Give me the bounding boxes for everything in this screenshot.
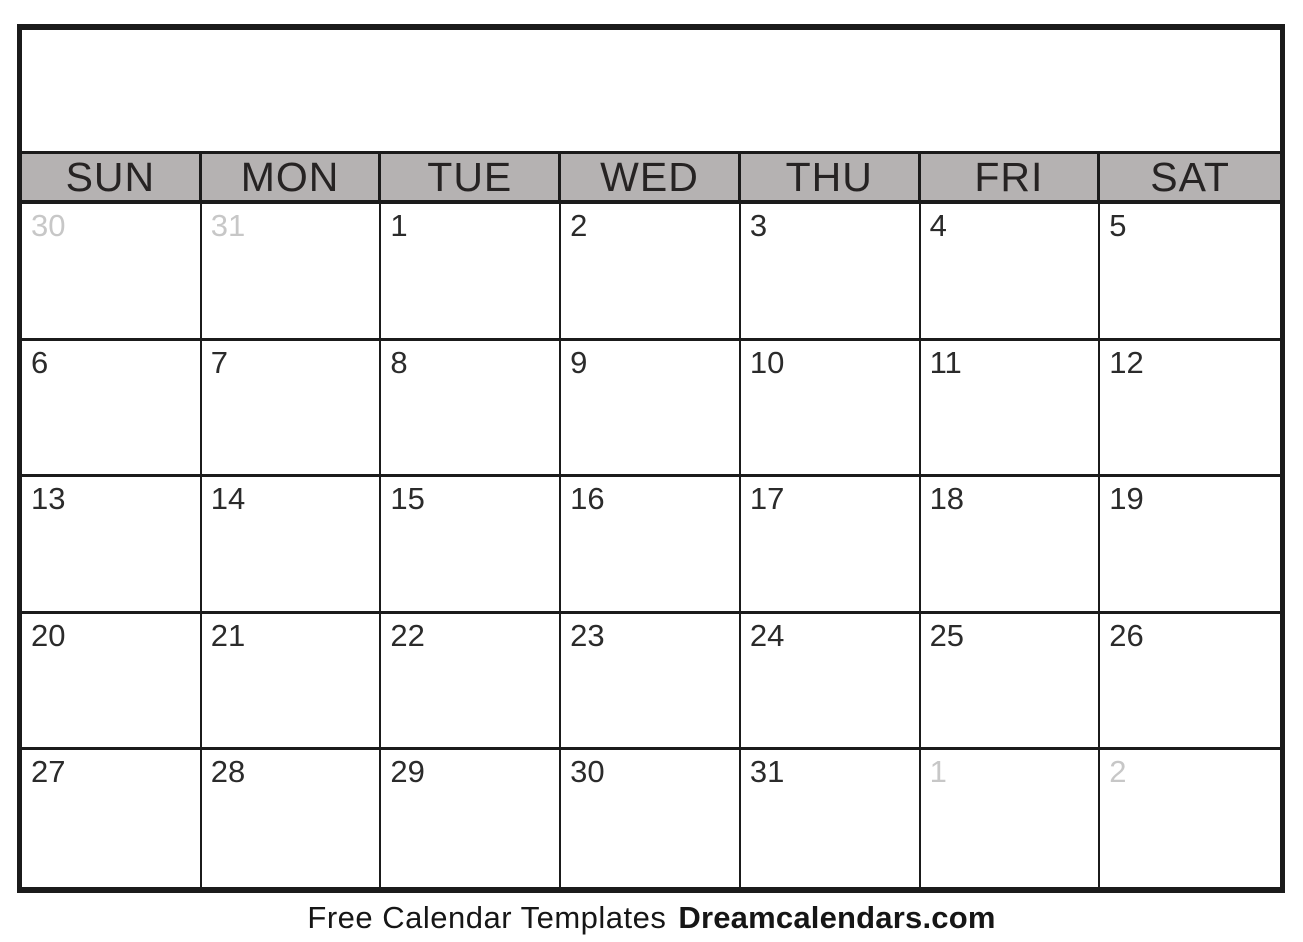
- date-number: 24: [749, 617, 785, 653]
- date-cell: 29: [381, 750, 562, 887]
- date-cell-adjacent-month: 1: [920, 750, 1101, 887]
- date-number: 31: [749, 754, 785, 790]
- date-cell: 3: [740, 204, 921, 341]
- date-number: 23: [570, 617, 605, 653]
- date-cell: 11: [920, 340, 1101, 478]
- date-number: 11: [929, 344, 962, 380]
- date-number: 17: [749, 481, 785, 517]
- date-cell: 13: [22, 477, 202, 614]
- date-number: 3: [749, 208, 768, 243]
- date-number: 8: [390, 344, 408, 380]
- date-cell: 28: [201, 750, 382, 887]
- date-number: 5: [1109, 208, 1127, 243]
- date-number: 2: [570, 208, 588, 243]
- date-cell: 18: [920, 477, 1101, 614]
- date-cell-adjacent-month: 2: [1100, 750, 1280, 887]
- date-number: 1: [929, 754, 947, 790]
- date-number: 4: [929, 208, 947, 243]
- date-number: 29: [390, 754, 425, 790]
- footer-text: Free Calendar Templates: [307, 900, 667, 935]
- date-cell: 22: [381, 613, 562, 751]
- date-number: 9: [570, 344, 588, 380]
- weekday-header-tue: TUE: [381, 154, 562, 200]
- date-number: 19: [1109, 481, 1144, 517]
- date-cell: 25: [920, 613, 1101, 751]
- date-number: 22: [390, 617, 425, 653]
- weekday-header-thu: THU: [741, 154, 921, 200]
- date-cell: 7: [201, 340, 382, 478]
- date-number: 21: [210, 617, 246, 653]
- month-title-box: [22, 30, 1280, 151]
- date-cell: 5: [1100, 204, 1280, 341]
- date-number: 16: [570, 481, 605, 517]
- date-cell: 31: [740, 750, 921, 887]
- date-cell: 16: [561, 477, 741, 614]
- date-number: 14: [210, 481, 246, 517]
- dates-grid: 30 31 1 2 3 4 5 6 7 8 9 10 11 12 13 14 15 16 17 18 19 20 21 22 2…: [22, 204, 1280, 887]
- date-cell: 20: [22, 613, 202, 751]
- footer-brand: Dreamcalendars.com: [678, 900, 996, 935]
- weekday-header-sun: SUN: [22, 154, 202, 200]
- weekday-row: SUN MON TUE WED THU FRI SAT: [22, 151, 1280, 204]
- date-cell: 21: [201, 613, 382, 751]
- date-number: 13: [31, 481, 66, 517]
- date-number: 27: [31, 754, 66, 790]
- date-number: 10: [749, 344, 785, 380]
- date-cell: 23: [561, 613, 741, 751]
- date-cell-adjacent-month: 30: [22, 204, 202, 341]
- date-cell: 14: [201, 477, 382, 614]
- date-number: 30: [570, 754, 605, 790]
- date-number: 26: [1109, 617, 1144, 653]
- calendar-template: SUN MON TUE WED THU FRI SAT 30 31 1 2 3 4 5 6 7 8 9 10 11 1…: [17, 24, 1285, 893]
- date-cell: 26: [1100, 613, 1280, 751]
- date-cell: 1: [381, 204, 562, 341]
- date-number: 12: [1109, 344, 1144, 380]
- weekday-header-mon: MON: [202, 154, 382, 200]
- date-cell: 9: [561, 340, 741, 478]
- footer: Free Calendar Templates Dreamcalendars.co…: [0, 895, 1303, 940]
- date-number: 6: [31, 344, 49, 380]
- date-cell: 12: [1100, 340, 1280, 478]
- date-cell: 27: [22, 750, 202, 887]
- date-cell: 19: [1100, 477, 1280, 614]
- date-number: 25: [929, 617, 965, 653]
- date-cell: 4: [920, 204, 1101, 341]
- weekday-header-fri: FRI: [921, 154, 1101, 200]
- date-cell: 15: [381, 477, 562, 614]
- date-cell: 24: [740, 613, 921, 751]
- date-number: 2: [1109, 754, 1127, 790]
- date-cell: 6: [22, 340, 202, 478]
- date-cell: 2: [561, 204, 741, 341]
- date-number: 28: [210, 754, 246, 790]
- date-cell: 10: [740, 340, 921, 478]
- weekday-header-wed: WED: [561, 154, 741, 200]
- date-number: 18: [929, 481, 965, 517]
- date-cell: 8: [381, 340, 562, 478]
- date-number: 1: [390, 208, 408, 243]
- date-cell: 30: [561, 750, 741, 887]
- date-number: 31: [210, 208, 246, 243]
- weekday-header-sat: SAT: [1150, 154, 1230, 200]
- date-cell-adjacent-month: 31: [201, 204, 382, 341]
- date-number: 30: [31, 208, 66, 243]
- date-number: 7: [210, 344, 228, 380]
- date-number: 15: [390, 481, 425, 517]
- date-cell: 17: [740, 477, 921, 614]
- date-number: 20: [31, 617, 66, 653]
